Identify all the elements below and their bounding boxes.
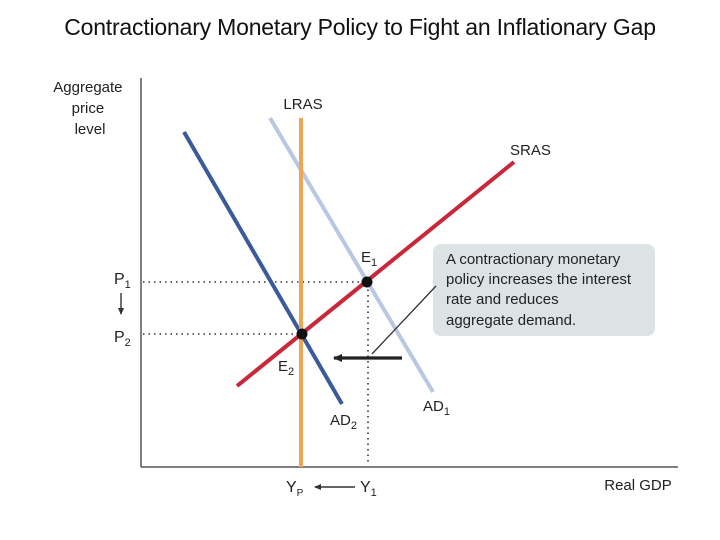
e1-label: E1 [361, 249, 377, 269]
ad2-label: AD2 [330, 412, 357, 432]
e2-label: E2 [278, 358, 294, 378]
ad1-curve [268, 116, 435, 394]
callout-box [433, 244, 655, 336]
callout-pointer [371, 285, 437, 355]
e2-point [296, 328, 308, 340]
p1-label: P1 [114, 271, 131, 291]
yp-label: YP [286, 479, 304, 499]
ad2-curve [182, 130, 344, 406]
e1-point [361, 276, 373, 288]
x-axis-label: Real GDP [604, 477, 672, 494]
slide-title: Contractionary Monetary Policy to Fight … [64, 14, 656, 40]
y1-label: Y1 [360, 479, 377, 499]
y-axis-label: Aggregate price level [53, 79, 126, 138]
sras-curve [235, 160, 516, 388]
lras-label: LRAS [283, 96, 322, 113]
p2-label: P2 [114, 329, 131, 349]
ad1-label: AD1 [423, 398, 450, 418]
callout-text: A contractionary monetary policy increas… [446, 251, 635, 329]
sras-label: SRAS [510, 142, 551, 159]
